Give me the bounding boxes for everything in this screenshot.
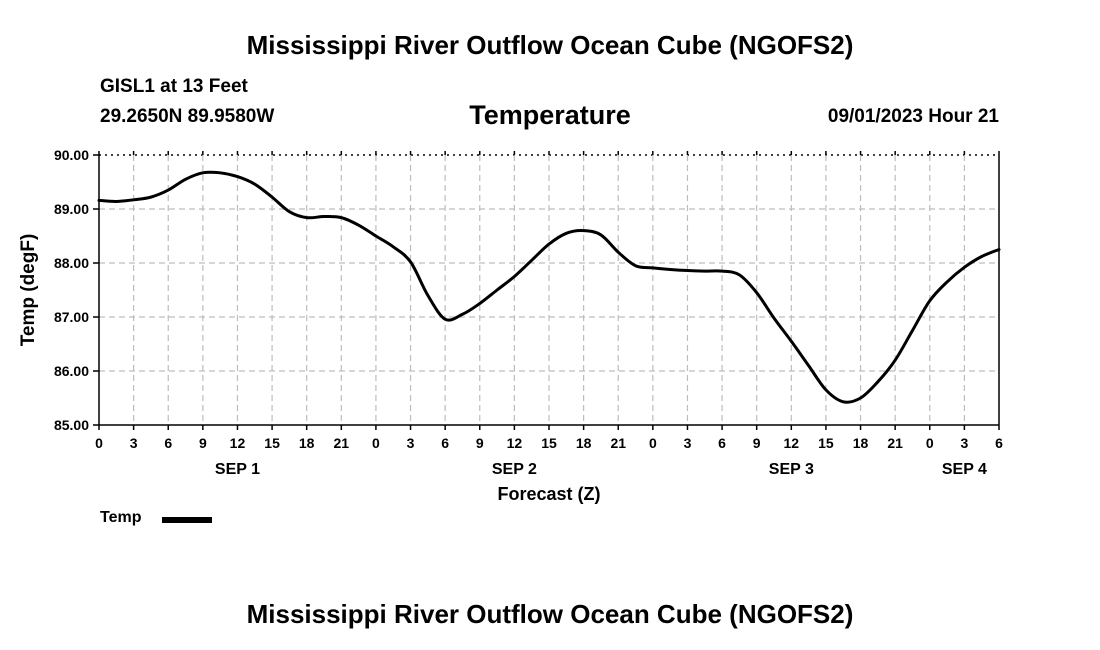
coordinates-label: 29.2650N 89.9580W <box>100 106 275 127</box>
x-tick-label: 0 <box>926 435 934 451</box>
x-tick-label: 6 <box>164 435 172 451</box>
x-tick-label: 0 <box>649 435 657 451</box>
x-tick-label: 3 <box>960 435 968 451</box>
x-tick-label: 12 <box>507 435 523 451</box>
x-tick-label: 0 <box>95 435 103 451</box>
footer-title: Mississippi River Outflow Ocean Cube (NG… <box>246 599 854 629</box>
day-label: SEP 1 <box>215 461 260 478</box>
y-tick-label: 85.00 <box>54 417 89 433</box>
x-tick-label: 3 <box>684 435 692 451</box>
x-tick-label: 15 <box>541 435 557 451</box>
x-tick-label: 6 <box>995 435 1003 451</box>
x-tick-label: 3 <box>407 435 415 451</box>
y-tick-label: 86.00 <box>54 363 89 379</box>
x-axis-title: Forecast (Z) <box>497 484 600 504</box>
forecast-datetime: 09/01/2023 Hour 21 <box>827 106 999 127</box>
day-label: SEP 4 <box>942 461 987 478</box>
x-tick-label: 9 <box>476 435 484 451</box>
x-tick-label: 21 <box>610 435 626 451</box>
y-tick-label: 89.00 <box>54 201 89 217</box>
x-tick-label: 9 <box>199 435 207 451</box>
x-tick-label: 6 <box>441 435 449 451</box>
chart-title: Mississippi River Outflow Ocean Cube (NG… <box>246 30 854 60</box>
legend-swatch <box>162 517 212 523</box>
x-tick-label: 12 <box>230 435 246 451</box>
day-label: SEP 2 <box>492 461 537 478</box>
y-tick-label: 90.00 <box>54 147 89 163</box>
x-tick-label: 18 <box>299 435 315 451</box>
y-axis-title: Temp (degF) <box>18 234 39 347</box>
x-tick-label: 15 <box>818 435 834 451</box>
x-tick-label: 21 <box>887 435 903 451</box>
x-tick-label: 18 <box>576 435 592 451</box>
y-tick-label: 88.00 <box>54 255 89 271</box>
x-tick-label: 6 <box>718 435 726 451</box>
variable-title: Temperature <box>469 100 631 130</box>
temp-series-line <box>97 170 1001 404</box>
x-tick-label: 21 <box>334 435 350 451</box>
x-tick-label: 0 <box>372 435 380 451</box>
x-tick-label: 3 <box>130 435 138 451</box>
station-label: GISL1 at 13 Feet <box>100 76 248 97</box>
x-tick-label: 9 <box>753 435 761 451</box>
x-tick-label: 18 <box>853 435 869 451</box>
legend-label: Temp <box>100 509 142 526</box>
x-tick-label: 15 <box>264 435 280 451</box>
x-tick-label: 12 <box>784 435 800 451</box>
y-tick-label: 87.00 <box>54 309 89 325</box>
day-label: SEP 3 <box>769 461 814 478</box>
